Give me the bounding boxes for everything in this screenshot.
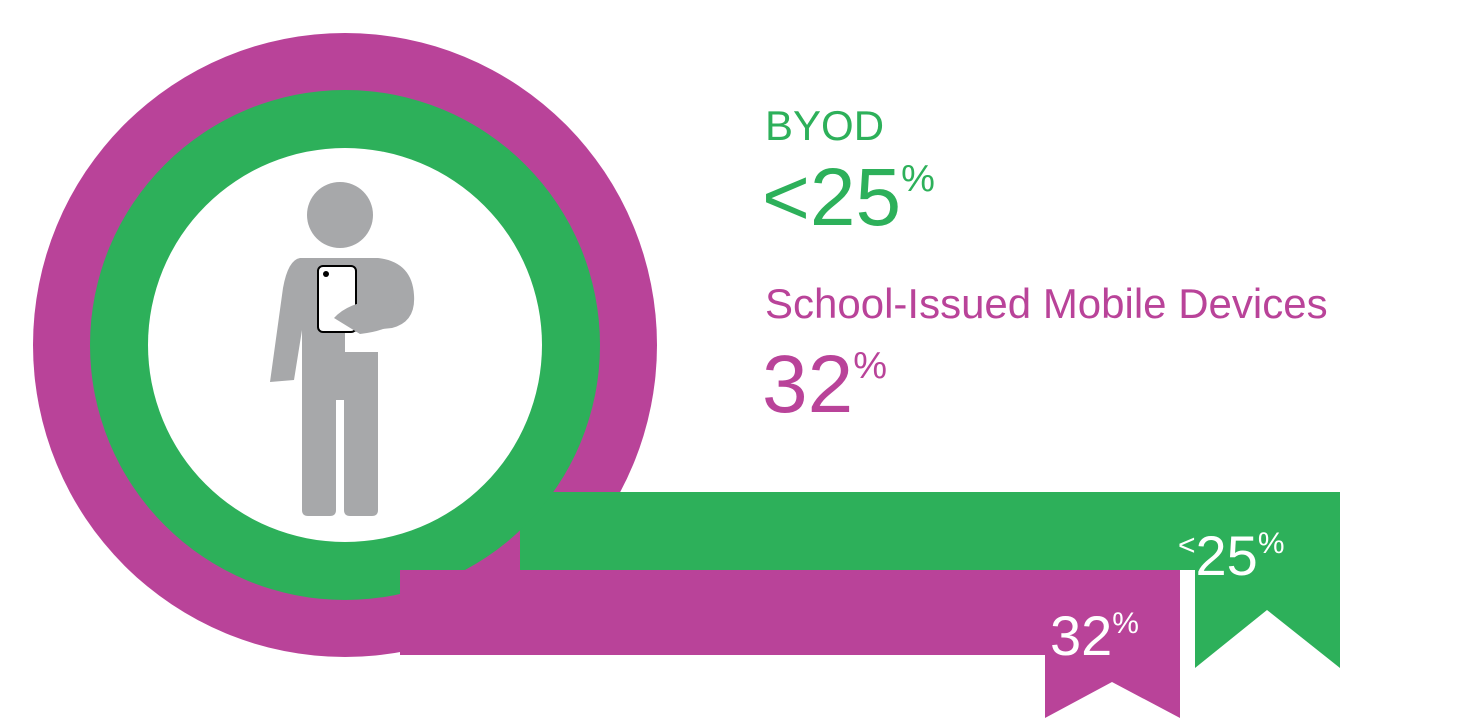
unit: %	[853, 345, 887, 387]
school-value: 32%	[762, 339, 887, 430]
value: 25	[1196, 524, 1258, 587]
unit: %	[1258, 527, 1285, 560]
value: 32	[1050, 604, 1112, 667]
qualifier: <	[1178, 529, 1196, 562]
value: 25	[810, 152, 901, 243]
byod-label: BYOD	[765, 102, 884, 149]
head	[307, 182, 373, 248]
page: BYOD <25% School-Issued Mobile Devices 3…	[0, 0, 1466, 718]
unit: %	[901, 158, 935, 200]
unit: %	[1112, 607, 1139, 640]
graphic	[33, 33, 1340, 718]
camera	[323, 271, 329, 277]
infographic: BYOD <25% School-Issued Mobile Devices 3…	[0, 0, 1466, 718]
qualifier: <	[762, 152, 810, 243]
school-label: School-Issued Mobile Devices	[765, 280, 1328, 327]
byod-value: <25%	[762, 152, 935, 243]
value: 32	[762, 339, 853, 430]
